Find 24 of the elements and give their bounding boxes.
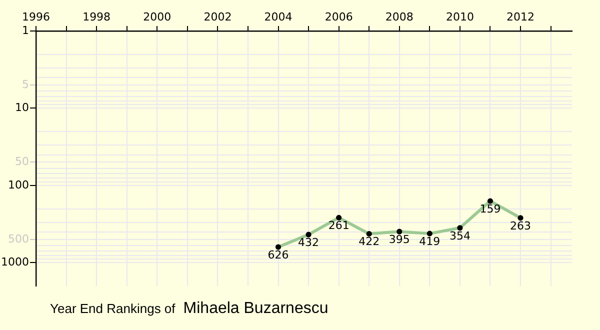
data-label: 395 (388, 232, 410, 246)
x-tick-label: 2000 (143, 10, 172, 24)
y-tick-label: 10 (15, 101, 29, 114)
data-label: 626 (268, 248, 289, 262)
data-label: 419 (419, 234, 440, 248)
y-tick-label: 100 (8, 178, 29, 192)
x-tick-label: 2008 (385, 10, 414, 24)
text: Year End Rankings of (50, 301, 176, 316)
data-label: 261 (328, 219, 350, 232)
data-label: 263 (510, 219, 532, 232)
text: Mihaela Buzarnescu (183, 300, 328, 317)
x-tick-label: 2010 (446, 10, 474, 24)
x-tick-label: 1996 (22, 10, 50, 24)
x-tick-label: 2012 (506, 10, 535, 24)
x-tick-label: 2006 (324, 10, 353, 24)
data-label: 422 (358, 235, 380, 248)
data-label: 432 (298, 236, 320, 249)
y-tick-label: 1 (22, 24, 29, 37)
data-label: 354 (449, 229, 470, 242)
y-tick-label: 1000 (1, 256, 29, 269)
x-tick-label: 2002 (204, 10, 232, 24)
x-tick-label: 1998 (82, 10, 111, 24)
x-tick-label: 2004 (264, 10, 292, 24)
data-label: 159 (480, 202, 501, 216)
